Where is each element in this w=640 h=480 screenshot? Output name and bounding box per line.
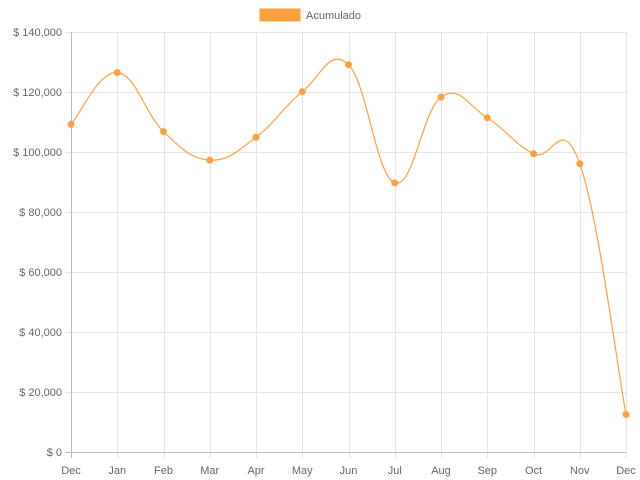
legend-label-acumulado[interactable]: Acumulado <box>306 10 361 22</box>
y-tick-label: $ 100,000 <box>13 147 62 159</box>
x-tick-label: Dec <box>61 465 81 477</box>
y-tick-label: $ 40,000 <box>19 327 62 339</box>
x-tick-label: Feb <box>154 465 173 477</box>
series-line-acumulado <box>70 58 627 415</box>
grid-lines <box>65 32 627 458</box>
x-tick-label: Jul <box>388 465 402 477</box>
x-tick-label: Nov <box>570 465 590 477</box>
y-axis-tick-labels: $ 0 $ 20,000 $ 40,000 $ 60,000 $ 80,000 $ 100… <box>13 27 62 459</box>
y-tick-label: $ 80,000 <box>19 207 62 219</box>
data-point[interactable] <box>576 160 584 168</box>
data-point[interactable] <box>391 179 399 187</box>
x-tick-label: May <box>292 465 313 477</box>
y-tick-label: $ 0 <box>47 447 62 459</box>
y-tick-label: $ 60,000 <box>19 267 62 279</box>
x-tick-label: Jun <box>340 465 358 477</box>
data-point[interactable] <box>113 69 121 76</box>
legend[interactable]: Acumulado <box>259 8 361 22</box>
legend-swatch-acumulado[interactable] <box>259 8 301 22</box>
x-tick-label: Dec <box>616 465 636 477</box>
data-point[interactable] <box>345 61 352 69</box>
y-tick-label: $ 20,000 <box>19 387 62 399</box>
data-point[interactable] <box>67 120 75 128</box>
data-point[interactable] <box>252 133 260 141</box>
x-tick-label: Aug <box>431 465 451 477</box>
data-point[interactable] <box>483 114 491 122</box>
data-point[interactable] <box>530 150 537 158</box>
x-tick-label: Apr <box>247 465 264 477</box>
data-point[interactable] <box>206 156 214 164</box>
data-point[interactable] <box>622 411 630 418</box>
axes <box>65 32 626 458</box>
data-point[interactable] <box>298 88 306 96</box>
x-tick-label: Mar <box>200 465 219 477</box>
x-tick-label: Oct <box>525 465 542 477</box>
series-group <box>67 58 630 418</box>
x-axis-tick-labels: Dec Jan Feb Mar Apr May Jun Jul Aug Sep Oct Nov Dec <box>61 465 636 477</box>
x-tick-label: Sep <box>477 465 497 477</box>
x-tick-label: Jan <box>108 465 126 477</box>
y-tick-label: $ 120,000 <box>13 87 62 99</box>
y-tick-label: $ 140,000 <box>13 27 62 39</box>
data-point[interactable] <box>160 128 167 136</box>
data-point[interactable] <box>437 93 445 101</box>
